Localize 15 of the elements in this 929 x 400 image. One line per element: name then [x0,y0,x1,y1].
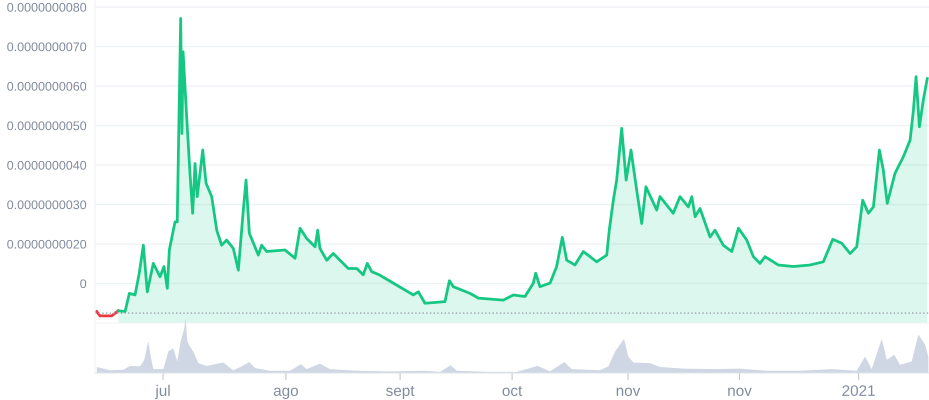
x-tick-label: nov [616,388,640,396]
x-tick-label: nov [728,388,752,396]
y-tick-label: 0.0000000030 [7,200,86,210]
x-tick-label: oct [502,386,522,396]
x-tick-label: 2021 [842,385,875,396]
y-tick-label: 0 [80,279,86,288]
x-tick-label: sept [386,386,414,400]
y-tick-label: 0.0000000050 [7,121,86,130]
x-tick-label: ago [274,388,298,400]
y-tick-label: 0.0000000070 [7,42,86,52]
y-tick-label: 0.0000000040 [7,160,86,170]
y-tick-label: 0.0000000060 [7,82,86,91]
y-tick-label: 0.0000000020 [7,240,86,249]
x-tick-label: jul [155,384,170,400]
y-tick-label: 0.0000000080 [7,2,86,12]
